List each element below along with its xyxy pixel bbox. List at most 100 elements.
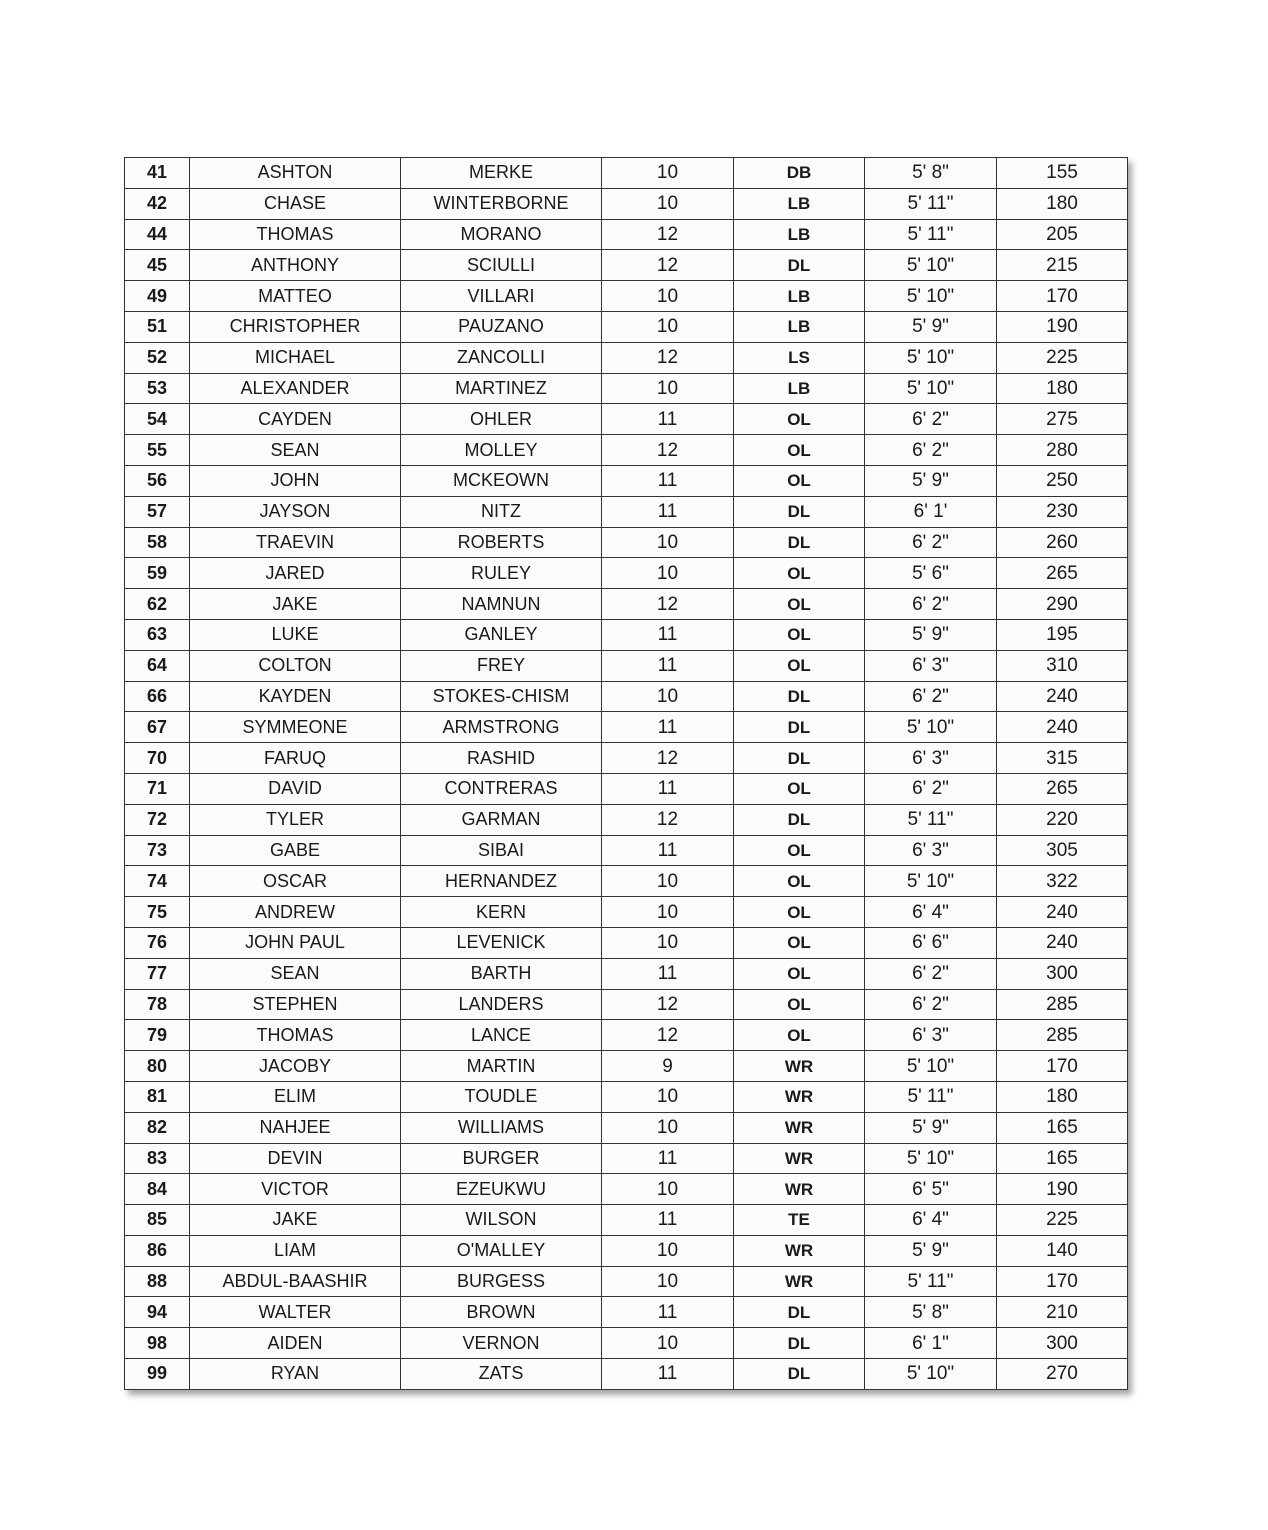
table-row: 54 CAYDEN OHLER 11 OL 6' 2" 275	[124, 403, 1128, 436]
position-cell: OL	[733, 926, 865, 959]
first-name-cell: JAYSON	[189, 495, 401, 528]
jersey-number-cell: 42	[124, 187, 190, 220]
position-cell: LB	[733, 372, 865, 405]
first-name-cell: RYAN	[189, 1358, 401, 1390]
weight-cell: 305	[996, 834, 1128, 867]
weight-cell: 285	[996, 988, 1128, 1021]
weight-cell: 265	[996, 557, 1128, 590]
last-name-cell: HERNANDEZ	[400, 865, 602, 898]
grade-cell: 9	[601, 1050, 734, 1082]
last-name-cell: O'MALLEY	[400, 1234, 602, 1267]
position-cell: DL	[733, 1296, 865, 1329]
first-name-cell: NAHJEE	[189, 1111, 401, 1144]
grade-cell: 11	[601, 403, 734, 436]
height-cell: 5' 6"	[864, 557, 997, 590]
first-name-cell: FARUQ	[189, 742, 401, 774]
last-name-cell: MARTINEZ	[400, 372, 602, 405]
table-row: 75 ANDREW KERN 10 OL 6' 4" 240	[124, 896, 1128, 928]
weight-cell: 170	[996, 1050, 1128, 1082]
jersey-number-cell: 44	[124, 218, 190, 251]
first-name-cell: KAYDEN	[189, 680, 401, 713]
first-name-cell: SEAN	[189, 957, 401, 990]
table-row: 63 LUKE GANLEY 11 OL 5' 9" 195	[124, 618, 1128, 651]
last-name-cell: EZEUKWU	[400, 1173, 602, 1206]
grade-cell: 12	[601, 249, 734, 282]
table-row: 66 KAYDEN STOKES-CHISM 10 DL 6' 2" 240	[124, 680, 1128, 713]
position-cell: OL	[733, 588, 865, 620]
grade-cell: 11	[601, 772, 734, 805]
position-cell: OL	[733, 618, 865, 651]
grade-cell: 11	[601, 649, 734, 682]
grade-cell: 10	[601, 280, 734, 312]
jersey-number-cell: 84	[124, 1173, 190, 1206]
height-cell: 6' 5"	[864, 1173, 997, 1206]
grade-cell: 12	[601, 434, 734, 466]
height-cell: 6' 2"	[864, 526, 997, 559]
last-name-cell: LANDERS	[400, 988, 602, 1021]
height-cell: 5' 9"	[864, 464, 997, 497]
weight-cell: 250	[996, 464, 1128, 497]
first-name-cell: DEVIN	[189, 1142, 401, 1175]
grade-cell: 10	[601, 557, 734, 590]
grade-cell: 10	[601, 310, 734, 343]
height-cell: 5' 10"	[864, 280, 997, 312]
weight-cell: 190	[996, 1173, 1128, 1206]
table-row: 78 STEPHEN LANDERS 12 OL 6' 2" 285	[124, 988, 1128, 1021]
grade-cell: 11	[601, 464, 734, 497]
jersey-number-cell: 73	[124, 834, 190, 867]
last-name-cell: VILLARI	[400, 280, 602, 312]
position-cell: DL	[733, 249, 865, 282]
height-cell: 6' 2"	[864, 957, 997, 990]
grade-cell: 11	[601, 711, 734, 744]
roster-table: 41 ASHTON MERKE 10 DB 5' 8" 155 42 CHASE WINTERBO…	[124, 157, 1128, 1390]
last-name-cell: BROWN	[400, 1296, 602, 1329]
weight-cell: 240	[996, 711, 1128, 744]
last-name-cell: WILSON	[400, 1204, 602, 1236]
jersey-number-cell: 71	[124, 772, 190, 805]
position-cell: OL	[733, 557, 865, 590]
first-name-cell: WALTER	[189, 1296, 401, 1329]
weight-cell: 165	[996, 1111, 1128, 1144]
last-name-cell: PAUZANO	[400, 310, 602, 343]
last-name-cell: MORANO	[400, 218, 602, 251]
last-name-cell: ROBERTS	[400, 526, 602, 559]
height-cell: 5' 9"	[864, 1234, 997, 1267]
first-name-cell: ALEXANDER	[189, 372, 401, 405]
table-row: 67 SYMMEONE ARMSTRONG 11 DL 5' 10" 240	[124, 711, 1128, 744]
last-name-cell: LEVENICK	[400, 926, 602, 959]
table-row: 71 DAVID CONTRERAS 11 OL 6' 2" 265	[124, 772, 1128, 805]
first-name-cell: ABDUL-BAASHIR	[189, 1265, 401, 1298]
position-cell: DL	[733, 526, 865, 559]
grade-cell: 12	[601, 341, 734, 374]
height-cell: 5' 11"	[864, 218, 997, 251]
table-row: 72 TYLER GARMAN 12 DL 5' 11" 220	[124, 803, 1128, 836]
weight-cell: 190	[996, 310, 1128, 343]
height-cell: 5' 11"	[864, 187, 997, 220]
grade-cell: 11	[601, 1142, 734, 1175]
jersey-number-cell: 56	[124, 464, 190, 497]
position-cell: OL	[733, 1019, 865, 1052]
last-name-cell: MOLLEY	[400, 434, 602, 466]
jersey-number-cell: 64	[124, 649, 190, 682]
jersey-number-cell: 55	[124, 434, 190, 466]
last-name-cell: BARTH	[400, 957, 602, 990]
position-cell: OL	[733, 403, 865, 436]
first-name-cell: ANDREW	[189, 896, 401, 928]
first-name-cell: TRAEVIN	[189, 526, 401, 559]
grade-cell: 10	[601, 1111, 734, 1144]
first-name-cell: CHASE	[189, 187, 401, 220]
position-cell: DL	[733, 711, 865, 744]
position-cell: DL	[733, 742, 865, 774]
position-cell: OL	[733, 988, 865, 1021]
table-row: 88 ABDUL-BAASHIR BURGESS 10 WR 5' 11" 170	[124, 1265, 1128, 1298]
first-name-cell: DAVID	[189, 772, 401, 805]
last-name-cell: GANLEY	[400, 618, 602, 651]
jersey-number-cell: 72	[124, 803, 190, 836]
position-cell: DL	[733, 1358, 865, 1390]
table-row: 41 ASHTON MERKE 10 DB 5' 8" 155	[124, 157, 1128, 189]
weight-cell: 195	[996, 618, 1128, 651]
height-cell: 6' 1'	[864, 495, 997, 528]
table-row: 55 SEAN MOLLEY 12 OL 6' 2" 280	[124, 434, 1128, 466]
position-cell: OL	[733, 464, 865, 497]
jersey-number-cell: 78	[124, 988, 190, 1021]
